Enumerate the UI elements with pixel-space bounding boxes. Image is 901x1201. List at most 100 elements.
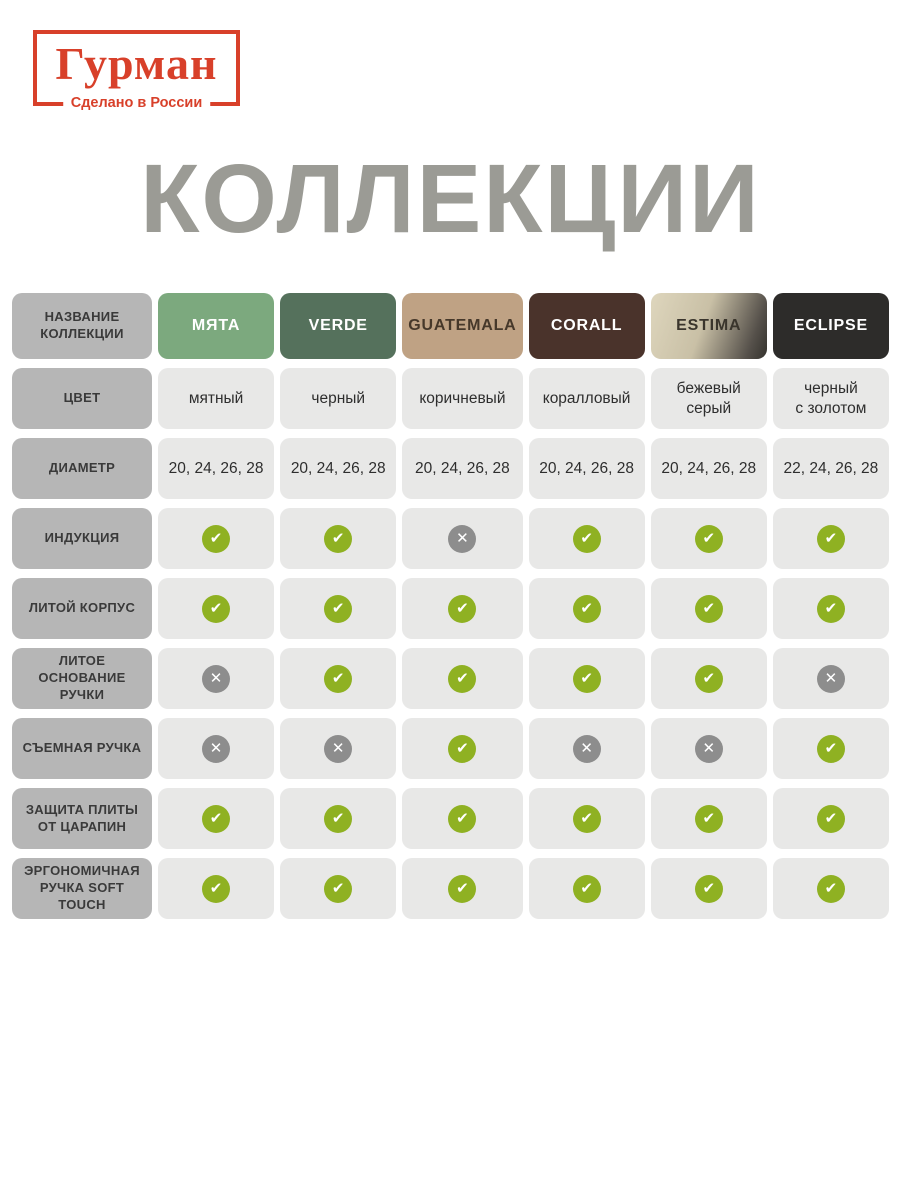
value-cell: ✔ xyxy=(650,788,767,849)
value-cell: мятный xyxy=(158,368,275,429)
value-cell: ✔ xyxy=(280,578,397,639)
check-icon: ✔ xyxy=(572,524,601,553)
value-cell: ✔ xyxy=(772,858,889,919)
value-cell: ✔ xyxy=(772,718,889,779)
check-icon: ✔ xyxy=(324,664,353,693)
cross-icon: ✕ xyxy=(448,524,477,553)
collection-header-cell: МЯТА xyxy=(158,293,275,359)
value-cell: ✔ xyxy=(158,578,275,639)
check-icon: ✔ xyxy=(324,804,353,833)
check-icon: ✔ xyxy=(816,874,845,903)
check-icon: ✔ xyxy=(448,804,477,833)
value-cell: ✔ xyxy=(158,788,275,849)
value-cell: ✔ xyxy=(772,788,889,849)
check-icon: ✔ xyxy=(572,874,601,903)
page-title: КОЛЛЕКЦИИ xyxy=(140,144,761,253)
row-label-cell: ЭРГОНОМИЧНАЯ РУЧКА SOFT TOUCH xyxy=(12,858,152,919)
value-cell: ✔ xyxy=(528,578,645,639)
value-cell: ✔ xyxy=(402,578,523,639)
brand-logo-frame: Гурман Сделано в России xyxy=(33,30,240,113)
check-icon: ✔ xyxy=(448,734,477,763)
value-cell: ✔ xyxy=(650,648,767,709)
value-cell: черный с золотом xyxy=(772,368,889,429)
check-icon: ✔ xyxy=(448,664,477,693)
value-cell: 20, 24, 26, 28 xyxy=(650,438,767,499)
cross-icon: ✕ xyxy=(324,734,353,763)
value-cell: ✕ xyxy=(158,718,275,779)
check-icon: ✔ xyxy=(572,594,601,623)
row-label-cell: ЗАЩИТА ПЛИТЫ ОТ ЦАРАПИН xyxy=(12,788,152,849)
check-icon: ✔ xyxy=(694,804,723,833)
check-icon: ✔ xyxy=(202,524,231,553)
value-cell: ✔ xyxy=(650,858,767,919)
value-cell: ✕ xyxy=(158,648,275,709)
value-cell: ✕ xyxy=(650,718,767,779)
value-cell: ✔ xyxy=(772,508,889,569)
check-icon: ✔ xyxy=(816,594,845,623)
value-cell: ✔ xyxy=(402,788,523,849)
value-cell: ✔ xyxy=(402,648,523,709)
value-cell: ✔ xyxy=(528,858,645,919)
value-cell: бежевый серый xyxy=(650,368,767,429)
value-cell: ✔ xyxy=(158,508,275,569)
value-cell: ✕ xyxy=(528,718,645,779)
value-cell: 20, 24, 26, 28 xyxy=(402,438,523,499)
brand-tagline: Сделано в России xyxy=(62,93,211,113)
value-cell: ✔ xyxy=(158,858,275,919)
value-cell: ✔ xyxy=(402,718,523,779)
row-label-cell: ЛИТОЙ КОРПУС xyxy=(12,578,152,639)
check-icon: ✔ xyxy=(694,874,723,903)
check-icon: ✔ xyxy=(448,874,477,903)
cross-icon: ✕ xyxy=(816,664,845,693)
collection-header-cell: ECLIPSE xyxy=(772,293,889,359)
collection-header-cell: ESTIMA xyxy=(650,293,767,359)
check-icon: ✔ xyxy=(324,524,353,553)
value-cell: ✔ xyxy=(650,578,767,639)
check-icon: ✔ xyxy=(324,594,353,623)
value-cell: коричневый xyxy=(402,368,523,429)
check-icon: ✔ xyxy=(694,524,723,553)
cross-icon: ✕ xyxy=(572,734,601,763)
value-cell: 20, 24, 26, 28 xyxy=(280,438,397,499)
collection-header-cell: VERDE xyxy=(280,293,397,359)
value-cell: 20, 24, 26, 28 xyxy=(528,438,645,499)
check-icon: ✔ xyxy=(202,804,231,833)
value-cell: ✔ xyxy=(280,648,397,709)
value-cell: ✔ xyxy=(402,858,523,919)
check-icon: ✔ xyxy=(448,594,477,623)
cross-icon: ✕ xyxy=(694,734,723,763)
row-label-cell: ИНДУКЦИЯ xyxy=(12,508,152,569)
collections-table: НАЗВАНИЕ КОЛЛЕКЦИИ МЯТА VERDE GUATEMALA CORA… xyxy=(12,293,889,919)
value-cell: 20, 24, 26, 28 xyxy=(158,438,275,499)
check-icon: ✔ xyxy=(694,594,723,623)
check-icon: ✔ xyxy=(202,594,231,623)
check-icon: ✔ xyxy=(324,874,353,903)
value-cell: ✔ xyxy=(650,508,767,569)
value-cell: ✕ xyxy=(280,718,397,779)
table-header-label: НАЗВАНИЕ КОЛЛЕКЦИИ xyxy=(12,293,152,359)
value-cell: ✔ xyxy=(528,508,645,569)
brand-name: Гурман xyxy=(55,38,218,89)
row-label-cell: ЦВЕТ xyxy=(12,368,152,429)
value-cell: 22, 24, 26, 28 xyxy=(772,438,889,499)
check-icon: ✔ xyxy=(816,524,845,553)
collection-header-cell: GUATEMALA xyxy=(402,293,523,359)
row-label-cell: ДИАМЕТР xyxy=(12,438,152,499)
check-icon: ✔ xyxy=(572,664,601,693)
value-cell: ✔ xyxy=(772,578,889,639)
value-cell: ✔ xyxy=(528,788,645,849)
check-icon: ✔ xyxy=(816,734,845,763)
value-cell: ✔ xyxy=(280,508,397,569)
value-cell: коралловый xyxy=(528,368,645,429)
value-cell: ✔ xyxy=(280,858,397,919)
value-cell: черный xyxy=(280,368,397,429)
check-icon: ✔ xyxy=(202,874,231,903)
value-cell: ✕ xyxy=(402,508,523,569)
collection-header-cell: CORALL xyxy=(528,293,645,359)
value-cell: ✕ xyxy=(772,648,889,709)
cross-icon: ✕ xyxy=(202,734,231,763)
row-label-cell: СЪЕМНАЯ РУЧКА xyxy=(12,718,152,779)
value-cell: ✔ xyxy=(280,788,397,849)
check-icon: ✔ xyxy=(572,804,601,833)
cross-icon: ✕ xyxy=(202,664,231,693)
